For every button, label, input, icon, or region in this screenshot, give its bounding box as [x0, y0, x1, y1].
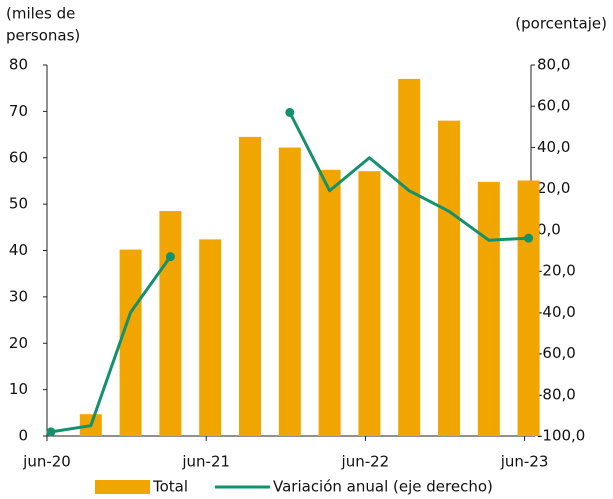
legend-swatch	[95, 480, 150, 494]
bar	[159, 211, 182, 436]
y-tick-label: 60	[9, 148, 28, 166]
y2-tick-label: 40,0	[537, 138, 570, 156]
x-tick-label: jun-21	[181, 453, 230, 471]
y-tick-label: 80	[9, 56, 28, 74]
y2-tick-label: -60,0	[537, 344, 576, 362]
y2-tick-label: 60,0	[537, 97, 570, 115]
line-end-marker	[285, 107, 295, 117]
y2-tick-label: 20,0	[537, 179, 570, 197]
bar	[119, 249, 142, 436]
line-end-marker	[165, 252, 175, 262]
bar	[477, 181, 500, 436]
line-end-marker	[46, 427, 56, 437]
line	[50, 111, 529, 434]
x-tick-label: jun-23	[500, 453, 549, 471]
bar	[358, 171, 381, 437]
y-tick-label: 70	[9, 102, 28, 120]
legend-label: Variación anual (eje derecho)	[273, 478, 493, 496]
y2-axis-label: (porcentaje)	[515, 15, 607, 33]
y-tick-label: 50	[9, 195, 28, 213]
x-tick-label: jun-22	[341, 453, 390, 471]
legend-label: Total	[152, 478, 188, 496]
y-tick-label: 30	[9, 287, 28, 305]
bar	[239, 136, 261, 436]
y2-tick-label: 80,0	[537, 56, 570, 74]
bar	[199, 239, 222, 436]
y2-tick-label: -100,0	[537, 427, 585, 445]
x-tick-label: jun-20	[22, 453, 71, 471]
y2-tick-label: -40,0	[537, 303, 576, 321]
bar	[517, 180, 540, 436]
y-tick-label: 40	[9, 241, 28, 259]
y-tick-label: 10	[9, 380, 28, 398]
y-tick-label: 20	[9, 334, 28, 352]
bar	[438, 120, 460, 437]
y2-tick-label: -20,0	[537, 262, 576, 280]
bar	[398, 78, 421, 436]
y2-tick-label: -80,0	[537, 385, 576, 403]
bar	[318, 169, 341, 436]
y-axis-label: (miles de	[6, 5, 75, 23]
bar	[278, 147, 301, 437]
y-tick-label: 0	[18, 427, 28, 445]
y2-tick-label: 0,0	[537, 220, 561, 238]
line-end-marker	[524, 233, 534, 243]
y-axis-label: personas)	[6, 27, 80, 45]
